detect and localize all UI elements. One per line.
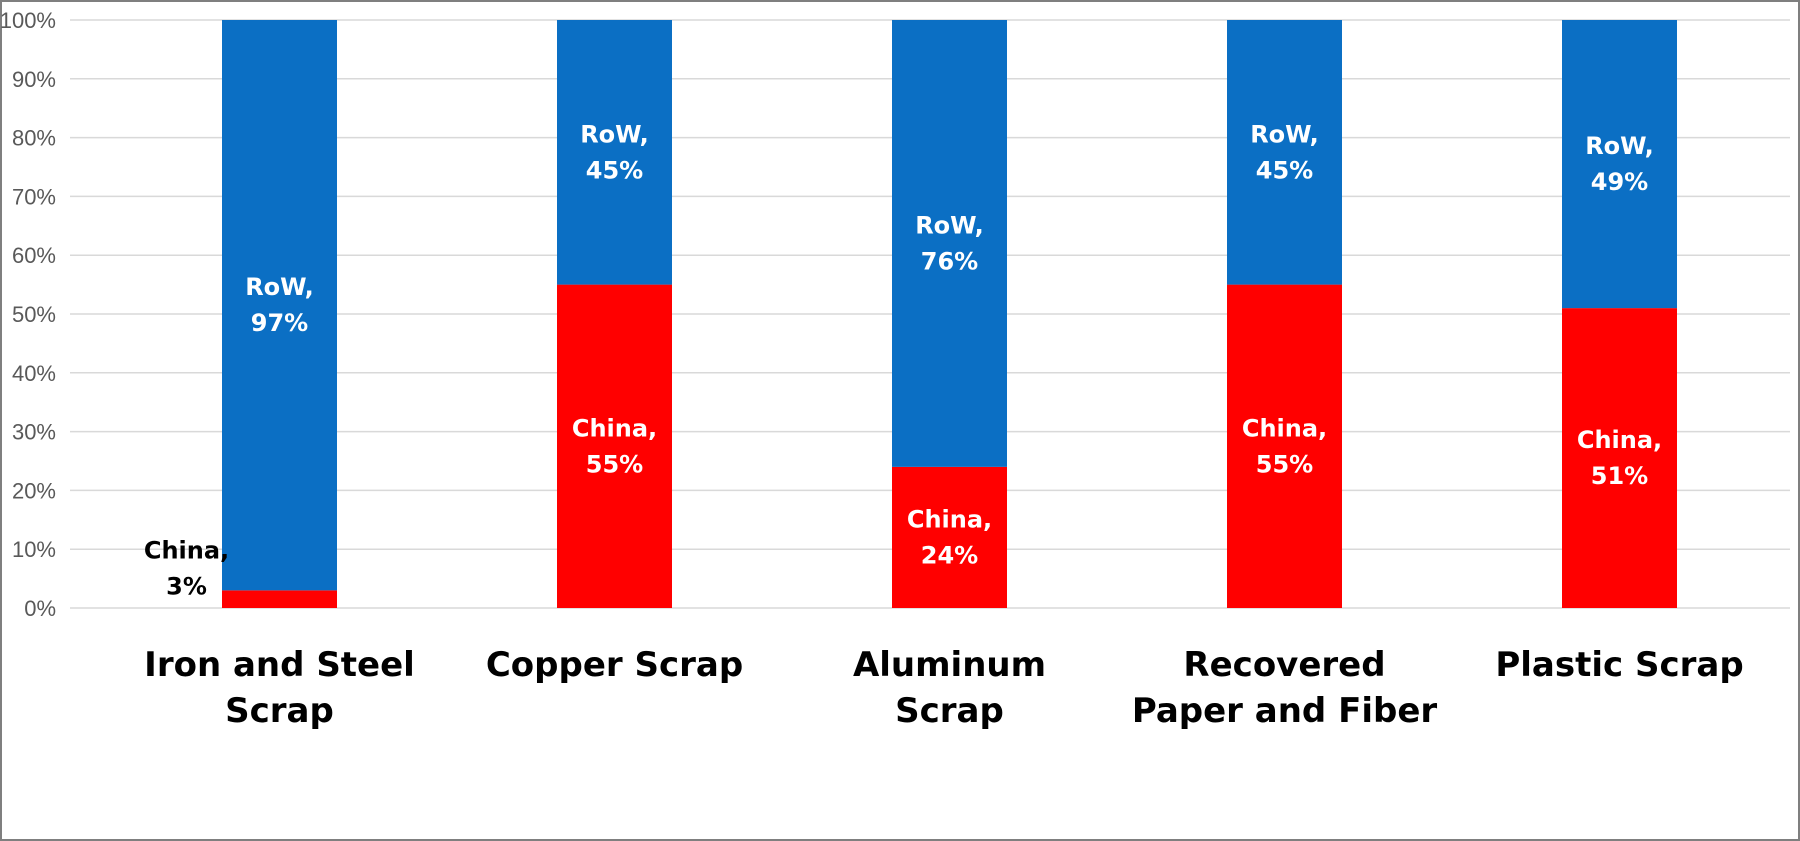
data-label-china: China, <box>144 536 229 564</box>
bar-china-4 <box>1562 308 1677 608</box>
bar-row-4 <box>1562 20 1677 309</box>
bar-row-3 <box>1227 20 1342 285</box>
y-tick-label: 40% <box>12 361 56 386</box>
category-label: Scrap <box>225 691 334 731</box>
bar-china-0 <box>222 590 337 608</box>
data-label-china: 51% <box>1591 462 1648 490</box>
category-label: Plastic Scrap <box>1495 645 1743 685</box>
data-label-china: China, <box>1242 414 1327 442</box>
data-label-row: 45% <box>586 156 643 184</box>
y-axis-tick-labels: 0% 10% 20% 30% 40% 50% 60% 70% 80% 90% 100% <box>0 8 56 621</box>
data-label-china: China, <box>1577 426 1662 454</box>
data-label-row: RoW, <box>915 211 984 239</box>
data-label-china: 24% <box>921 541 978 569</box>
category-label: Scrap <box>895 691 1004 731</box>
y-tick-label: 60% <box>12 243 56 268</box>
y-tick-label: 100% <box>0 8 56 33</box>
data-label-row: RoW, <box>1585 132 1654 160</box>
data-label-row: 49% <box>1591 168 1648 196</box>
data-label-row: RoW, <box>245 273 314 301</box>
data-label-china: 3% <box>166 572 207 600</box>
x-axis-category-labels: Iron and Steel Scrap Copper Scrap Aluminum S… <box>144 645 1744 731</box>
y-tick-label: 50% <box>12 302 56 327</box>
data-label-row: 97% <box>251 309 308 337</box>
y-tick-label: 10% <box>12 537 56 562</box>
y-tick-label: 70% <box>12 184 56 209</box>
bar-row-0 <box>222 20 337 591</box>
y-tick-label: 80% <box>12 126 56 151</box>
y-tick-label: 20% <box>12 478 56 503</box>
data-label-china: 55% <box>586 450 643 478</box>
category-label: Aluminum <box>853 645 1046 685</box>
category-label: Recovered <box>1183 645 1385 685</box>
data-label-china: China, <box>572 414 657 442</box>
category-label: Copper Scrap <box>486 645 743 685</box>
y-tick-label: 30% <box>12 420 56 445</box>
data-label-china: China, <box>907 505 992 533</box>
bar-china-2 <box>892 466 1007 608</box>
data-label-china: 55% <box>1256 450 1313 478</box>
data-label-row: RoW, <box>580 120 649 148</box>
data-label-row: 76% <box>921 247 978 275</box>
bar-china-3 <box>1227 284 1342 608</box>
category-label: Iron and Steel <box>144 645 415 685</box>
bar-china-1 <box>557 284 672 608</box>
data-labels: China, 3% RoW, 97% China, 55% RoW, 45% China, 24%… <box>144 120 1662 600</box>
bar-row-1 <box>557 20 672 285</box>
data-label-row: 45% <box>1256 156 1313 184</box>
data-label-row: RoW, <box>1250 120 1319 148</box>
y-tick-label: 90% <box>12 67 56 92</box>
bar-row-2 <box>892 20 1007 467</box>
bars <box>222 20 1677 608</box>
category-label: Paper and Fiber <box>1132 691 1438 731</box>
y-tick-label: 0% <box>24 596 56 621</box>
